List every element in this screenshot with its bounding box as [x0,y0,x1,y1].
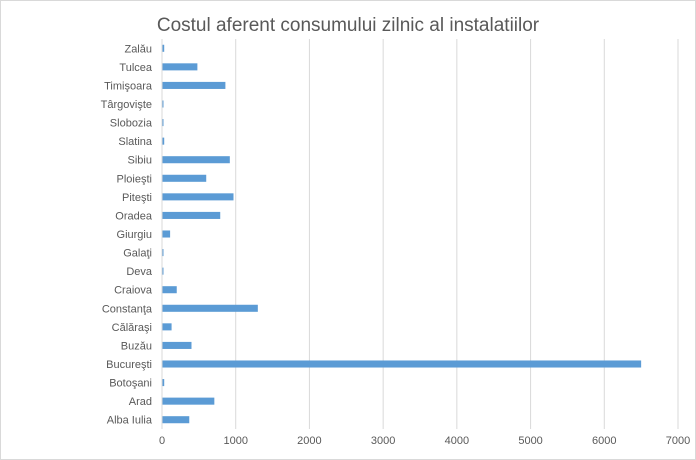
y-axis-labels: Alba Iulia Arad Botoşani Bucureşti Buzău Călă… [101,43,153,426]
bar-deva [162,267,164,275]
y-tick-label-arad: Arad [129,396,152,408]
chart-title: Costul aferent consumului zilnic al inst… [157,15,540,36]
y-tick-label-giurgiu: Giurgiu [117,229,152,241]
bar-giurgiu [162,230,171,238]
y-tick-label-slatina: Slatina [118,136,153,148]
y-tick-label-zalau: Zalău [124,43,152,55]
x-tick-label: 7000 [666,435,690,447]
bar-sibiu [162,156,230,164]
y-tick-label-pitesti: Piteşti [122,192,152,204]
bar-arad [162,397,215,405]
y-tick-label-botosani: Botoşani [109,378,152,390]
x-tick-label: 5000 [518,435,542,447]
bar-botosani [162,379,165,387]
y-tick-label-deva: Deva [126,266,153,278]
y-tick-label-timisoara: Timişoara [104,80,153,92]
y-tick-label-alba-iulia: Alba Iulia [107,415,153,427]
bar-pitesti [162,193,234,201]
bar-calarasi [162,323,172,331]
x-tick-label: 6000 [592,435,616,447]
y-tick-label-galati: Galaţi [123,248,152,260]
x-tick-label: 1000 [223,435,247,447]
bar-tulcea [162,63,198,71]
bar-alba-iulia [162,416,190,424]
bar-zalau [162,44,165,52]
bar-slobozia [162,119,164,127]
x-tick-label: 2000 [297,435,321,447]
y-tick-label-buzau: Buzău [121,340,152,352]
y-tick-label-slobozia: Slobozia [110,118,153,130]
bar-craiova [162,286,177,294]
bars [162,44,642,424]
y-tick-label-craiova: Craiova [114,285,153,297]
bar-galati [162,249,164,257]
y-tick-label-calarasi: Călăraşi [112,322,152,334]
y-tick-label-oradea: Oradea [115,210,153,222]
x-tick-label: 0 [159,435,165,447]
bar-ploiesti [162,174,207,182]
y-tick-label-targoviste: Târgovişte [101,99,152,111]
bar-timisoara [162,81,226,89]
y-tick-label-sibiu: Sibiu [128,155,152,167]
y-tick-label-ploiesti: Ploieşti [117,173,152,185]
y-tick-label-tulcea: Tulcea [119,62,152,74]
bar-buzau [162,341,192,349]
bar-oradea [162,211,221,219]
bar-bucuresti [162,360,642,368]
bar-targoviste [162,100,164,108]
bar-constanta [162,304,258,312]
gridlines [235,39,679,429]
bar-slatina [162,137,165,145]
y-tick-label-bucuresti: Bucureşti [106,359,152,371]
y-tick-label-constanta: Constanţa [102,303,153,315]
x-axis-labels: 0 1000 2000 3000 4000 5000 6000 7000 [159,435,690,447]
x-tick-label: 3000 [371,435,395,447]
x-tick-label: 4000 [445,435,469,447]
